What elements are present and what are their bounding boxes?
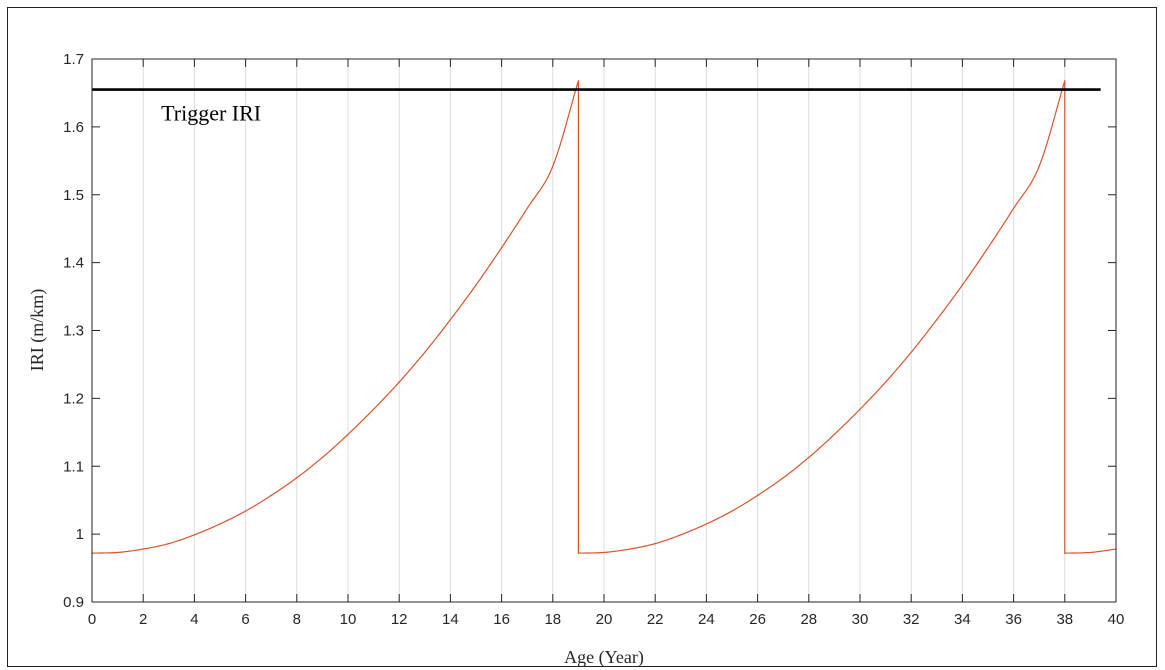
iri-data-point: [373, 408, 375, 410]
x-tick-label: 34: [954, 611, 971, 628]
y-tick-label: 1.1: [63, 458, 84, 475]
x-axis-title: Age (Year): [564, 647, 644, 668]
iri-data-point: [782, 477, 784, 479]
y-tick-label: 1.7: [63, 51, 84, 68]
iri-data-point: [961, 284, 964, 286]
x-tick-label: 40: [1108, 611, 1125, 628]
x-tick-label: 12: [391, 611, 408, 628]
iri-data-point: [680, 534, 682, 536]
x-tick-label: 2: [139, 611, 147, 628]
x-tick-label: 14: [442, 611, 459, 628]
iri-data-point: [1013, 207, 1015, 209]
iri-data-point: [705, 523, 708, 525]
iri-data-point: [808, 456, 810, 459]
iri-data-point: [1064, 80, 1066, 82]
iri-data-point: [603, 551, 605, 554]
iri-data-point: [910, 351, 912, 353]
x-tick-label: 24: [698, 611, 715, 628]
iri-data-point: [347, 433, 349, 435]
x-tick-label: 8: [293, 611, 301, 628]
x-tick-label: 6: [241, 611, 249, 628]
x-tick-label: 22: [647, 611, 664, 628]
iri-data-point: [449, 319, 451, 321]
iri-data-point: [1038, 165, 1040, 167]
iri-data-point: [245, 510, 247, 512]
iri-data-point: [398, 381, 400, 383]
plot-border: [91, 58, 1117, 603]
x-tick-labels: 0 2 4 6 8 10 12 14 16 18 20 22 24 26 28 30 32 34 36 38 40: [88, 611, 1125, 628]
x-tick-label: 16: [493, 611, 510, 628]
y-tick-label: 1.2: [63, 390, 84, 407]
x-tick-label: 30: [852, 611, 869, 628]
x-tick-label: 38: [1056, 611, 1073, 628]
iri-data-point: [654, 543, 656, 545]
annotation-layer: Trigger IRI: [161, 100, 261, 125]
series-layer: [91, 80, 1117, 554]
x-tick-label: 4: [190, 611, 198, 628]
iri-data-point: [577, 552, 580, 554]
iri-data-point: [321, 456, 323, 459]
iri-data-point: [577, 80, 580, 82]
y-tick-label: 0.9: [63, 594, 84, 611]
iri-data-point: [168, 543, 170, 545]
iri-data-point: [219, 523, 221, 525]
iri-data-point: [833, 433, 836, 435]
x-tick-label: 36: [1005, 611, 1022, 628]
y-tick-label: 1: [76, 526, 84, 543]
x-tick-label: 20: [596, 611, 613, 628]
iri-data-point: [475, 284, 477, 286]
iri-data-point: [526, 207, 528, 209]
iri-data-point: [885, 381, 887, 383]
x-tick-label: 10: [340, 611, 357, 628]
iri-data-point: [1064, 552, 1066, 554]
iri-data-point: [117, 551, 119, 554]
iri-data-point: [501, 247, 503, 249]
x-tick-label: 28: [800, 611, 817, 628]
trigger-iri-annotation: Trigger IRI: [161, 100, 261, 125]
iri-data-point: [731, 510, 733, 512]
iri-data-point: [1089, 551, 1091, 554]
grid-lines: [91, 59, 1117, 602]
y-tick-label: 1.3: [63, 323, 84, 340]
iri-data-point: [629, 548, 631, 550]
iri-data-point: [757, 494, 759, 497]
y-axis-title: IRI (m/km): [27, 289, 48, 372]
y-tick-label: 1.4: [63, 255, 84, 272]
y-tick-labels: 0.9 1 1.1 1.2 1.3 1.4 1.5 1.6 1.7: [63, 51, 84, 611]
iri-data-point: [270, 494, 272, 497]
x-tick-label: 26: [749, 611, 766, 628]
iri-data-point: [987, 247, 989, 249]
iri-data-point: [193, 534, 195, 536]
iri-data-point: [296, 477, 298, 479]
x-tick-label: 18: [544, 611, 561, 628]
iri-data-point: [552, 165, 554, 167]
x-tick-label: 32: [903, 611, 920, 628]
y-tick-label: 1.6: [63, 119, 84, 136]
iri-data-point: [936, 319, 938, 321]
iri-data-point: [142, 548, 144, 550]
iri-data-point: [424, 351, 426, 353]
y-tick-label: 1.5: [63, 187, 84, 204]
x-tick-label: 0: [88, 611, 96, 628]
iri-data-point: [859, 408, 861, 410]
